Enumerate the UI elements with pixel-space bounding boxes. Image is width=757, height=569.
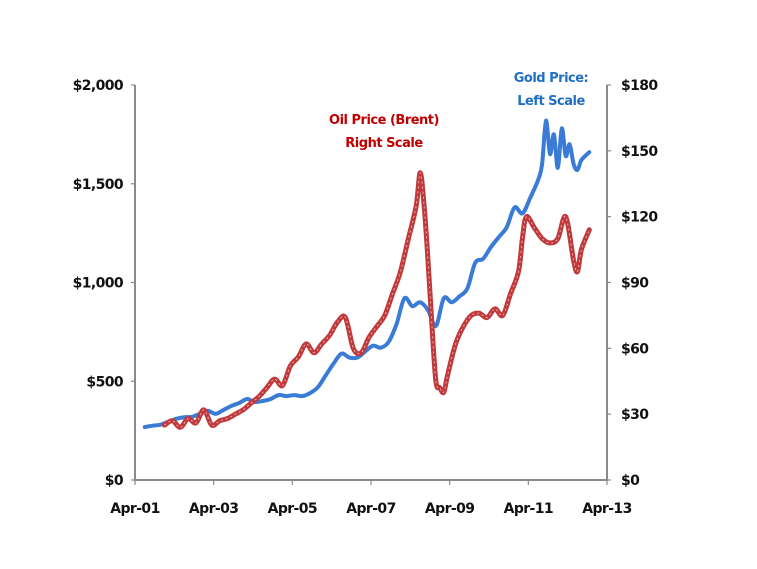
right-tick-label: $180 [621, 78, 658, 94]
x-tick-label: Apr-03 [189, 501, 238, 517]
oil-annotation-line-1: Oil Price (Brent) [329, 113, 439, 128]
x-tick-label: Apr-07 [346, 501, 395, 517]
left-tick-label: $0 [105, 473, 124, 489]
right-tick-label: $60 [621, 341, 649, 357]
right-tick-label: $120 [621, 210, 658, 226]
oil-price-brent-series [162, 170, 592, 430]
right-tick-label: $0 [621, 473, 640, 489]
right-tick-label: $150 [621, 144, 658, 160]
x-tick-label: Apr-09 [425, 501, 474, 517]
left-y-ticks: $0 $500 $1,000 $1,500 $2,000 [73, 78, 135, 489]
gold-annotation-line-1: Gold Price: [514, 71, 589, 86]
left-tick-label: $1,000 [73, 276, 124, 292]
left-tick-label: $1,500 [73, 177, 124, 193]
left-tick-label: $2,000 [73, 78, 124, 94]
gold-annotation-line-2: Left Scale [517, 94, 585, 109]
oil-annotation-line-2: Right Scale [345, 136, 423, 151]
right-tick-label: $30 [621, 407, 649, 423]
x-tick-label: Apr-11 [504, 501, 553, 517]
x-ticks: Apr-01 Apr-03 Apr-05 Apr-07 Apr-09 Apr-11 Apr-… [110, 480, 632, 517]
x-tick-label: Apr-05 [268, 501, 317, 517]
right-tick-label: $90 [621, 276, 649, 292]
gold-price-series [142, 118, 592, 430]
series-layer [142, 118, 592, 430]
annotations: Oil Price (Brent) Right Scale Gold Price… [329, 71, 589, 151]
x-tick-label: Apr-01 [110, 501, 159, 517]
left-tick-label: $500 [86, 374, 123, 390]
x-tick-label: Apr-13 [582, 501, 631, 517]
gold-price-line [142, 118, 592, 430]
right-y-ticks: $0 $30 $60 $90 $120 $150 $180 [607, 78, 659, 489]
